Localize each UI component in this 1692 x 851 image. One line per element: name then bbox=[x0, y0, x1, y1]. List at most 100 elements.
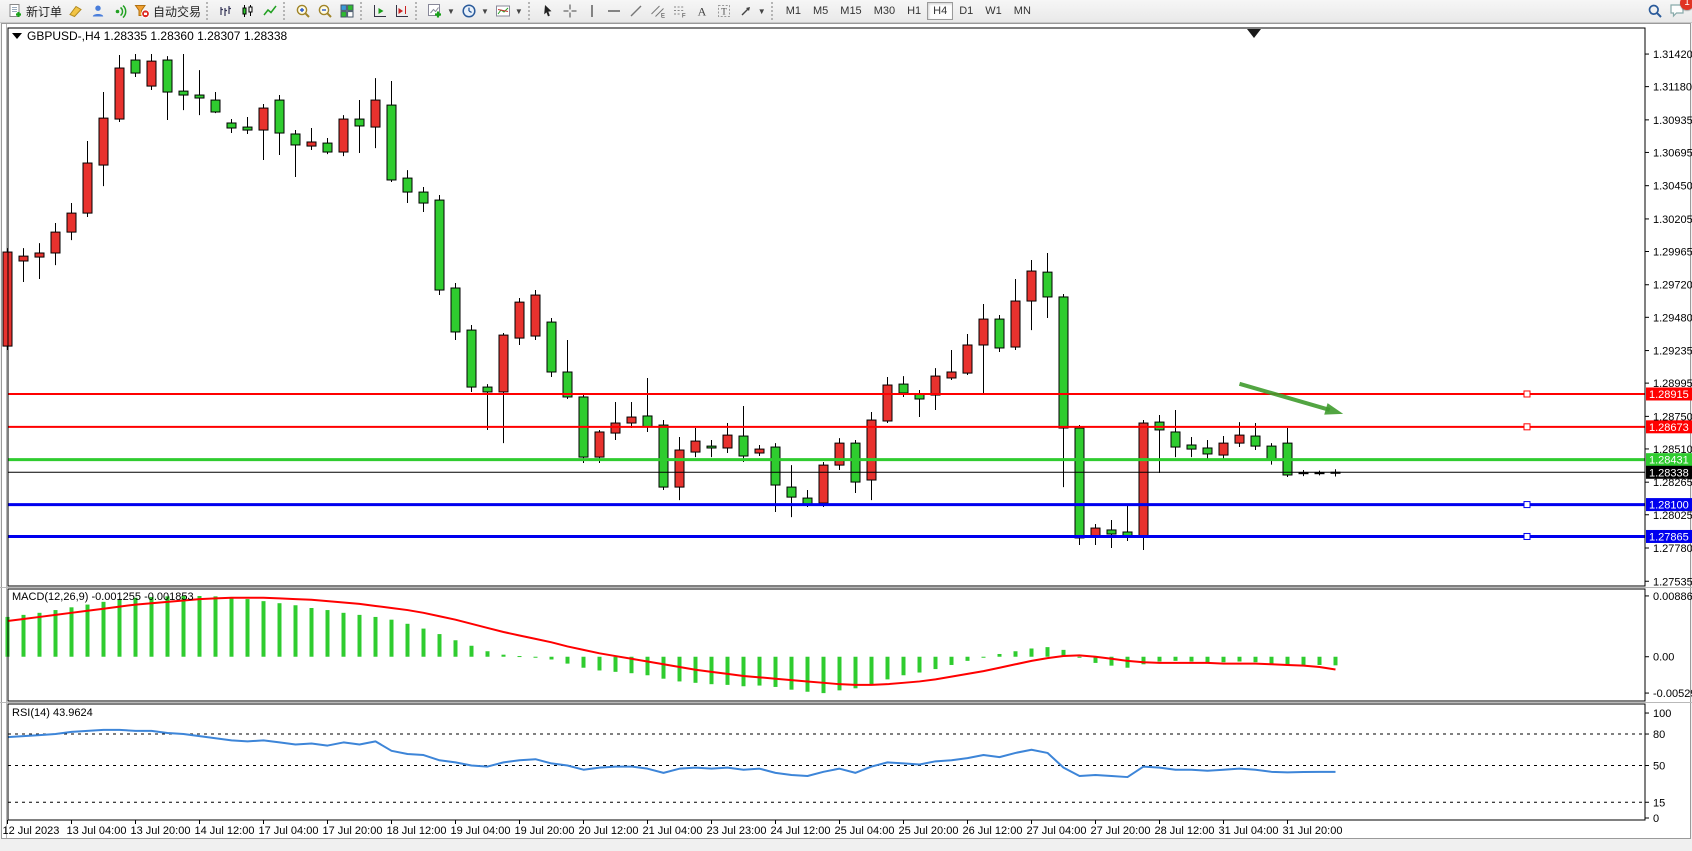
time-axis-label: 17 Jul 04:00 bbox=[259, 825, 319, 837]
bar-chart-button[interactable] bbox=[215, 1, 237, 21]
macd-histogram-bar bbox=[341, 612, 346, 657]
trend-arrow-head[interactable] bbox=[1324, 403, 1344, 415]
macd-histogram-bar bbox=[1013, 651, 1018, 657]
macd-histogram-bar bbox=[181, 595, 186, 657]
macd-histogram-bar bbox=[69, 607, 74, 657]
candle-body-bear bbox=[354, 118, 365, 127]
candle-body-bull bbox=[514, 301, 525, 339]
line-chart-button[interactable] bbox=[259, 1, 281, 21]
macd-histogram-bar bbox=[933, 656, 938, 670]
text-icon: A bbox=[694, 3, 710, 19]
price-badge-label: 1.28100 bbox=[1649, 500, 1689, 512]
line-drag-handle[interactable] bbox=[1523, 423, 1531, 431]
shapes-button[interactable]: ▼ bbox=[735, 1, 769, 21]
label-button[interactable]: T bbox=[713, 1, 735, 21]
candle-body-bear bbox=[1186, 444, 1197, 450]
rsi-indicator-label: RSI(14) 43.9624 bbox=[12, 707, 93, 719]
metaeditor-button[interactable] bbox=[65, 1, 87, 21]
time-axis-label: 12 Jul 2023 bbox=[3, 825, 60, 837]
macd-histogram-bar bbox=[101, 601, 106, 657]
cursor-button[interactable] bbox=[537, 1, 559, 21]
signals-button[interactable] bbox=[109, 1, 131, 21]
rsi-tick-label: 80 bbox=[1653, 729, 1665, 741]
macd-histogram-bar bbox=[1157, 656, 1162, 662]
macd-histogram-bar bbox=[325, 610, 330, 657]
line-drag-handle[interactable] bbox=[1523, 390, 1531, 398]
macd-histogram-bar bbox=[421, 628, 426, 657]
crosshair-button[interactable] bbox=[559, 1, 581, 21]
timeframe-button-d1[interactable]: D1 bbox=[953, 2, 979, 20]
timeframe-button-mn[interactable]: MN bbox=[1008, 2, 1037, 20]
timeframe-button-w1[interactable]: W1 bbox=[979, 2, 1008, 20]
macd-histogram-bar bbox=[357, 614, 362, 657]
new-order-button[interactable]: 新订单 bbox=[4, 1, 65, 21]
candle-body-bear bbox=[642, 415, 653, 428]
svg-text:T: T bbox=[721, 7, 727, 17]
templates-button[interactable]: ▼ bbox=[492, 1, 526, 21]
zoom-out-button[interactable] bbox=[314, 1, 336, 21]
candle-body-bull bbox=[818, 464, 829, 504]
macd-histogram-bar bbox=[1061, 649, 1066, 657]
macd-histogram-bar bbox=[485, 651, 490, 657]
autotrading-button[interactable]: 自动交易 bbox=[131, 1, 204, 21]
search-button[interactable] bbox=[1644, 1, 1666, 21]
notification-badge[interactable]: 1 bbox=[1680, 0, 1692, 10]
vertical-line-button[interactable] bbox=[581, 1, 603, 21]
time-axis-label: 14 Jul 12:00 bbox=[195, 825, 255, 837]
indicators-button[interactable]: ▼ bbox=[424, 1, 458, 21]
trendline-button[interactable] bbox=[625, 1, 647, 21]
candle-body-bull bbox=[1026, 270, 1037, 302]
time-axis-label: 19 Jul 04:00 bbox=[451, 825, 511, 837]
price-tick-label: 1.27780 bbox=[1653, 543, 1692, 555]
periods-button[interactable]: ▼ bbox=[458, 1, 492, 21]
rsi-tick-label: 50 bbox=[1653, 761, 1665, 773]
tile-windows-button[interactable] bbox=[336, 1, 358, 21]
candlestick-chart-icon bbox=[240, 3, 256, 19]
candle-body-bear bbox=[1106, 529, 1117, 535]
line-drag-handle[interactable] bbox=[1523, 501, 1531, 509]
macd-histogram-bar bbox=[949, 656, 954, 665]
macd-histogram-bar bbox=[149, 597, 154, 657]
timeframe-button-m1[interactable]: M1 bbox=[780, 2, 807, 20]
search-icon bbox=[1647, 3, 1663, 19]
trend-arrow-line[interactable] bbox=[1238, 381, 1331, 412]
timeframe-button-m30[interactable]: M30 bbox=[868, 2, 901, 20]
candle-body-bear bbox=[466, 329, 477, 388]
symbol-dropdown-icon[interactable] bbox=[12, 33, 22, 39]
chart-shift-button[interactable] bbox=[391, 1, 413, 21]
time-axis-label: 27 Jul 04:00 bbox=[1027, 825, 1087, 837]
macd-histogram-bar bbox=[389, 619, 394, 657]
channel-button[interactable]: E bbox=[647, 1, 669, 21]
candle-body-bear bbox=[274, 99, 285, 134]
candle-body-bull bbox=[146, 60, 157, 87]
line-drag-handle[interactable] bbox=[1523, 532, 1531, 540]
timeframe-button-h4[interactable]: H4 bbox=[927, 2, 954, 20]
profiles-button[interactable] bbox=[87, 1, 109, 21]
macd-histogram-bar bbox=[1189, 656, 1194, 662]
candle-body-bull bbox=[674, 449, 685, 488]
candle-body-bear bbox=[194, 94, 205, 99]
fibonacci-button[interactable]: F bbox=[669, 1, 691, 21]
timeframe-button-m15[interactable]: M15 bbox=[834, 2, 867, 20]
candlestick-chart-button[interactable] bbox=[237, 1, 259, 21]
auto-scroll-button[interactable] bbox=[369, 1, 391, 21]
candle-body-bear bbox=[1266, 445, 1277, 461]
toolbar-separator bbox=[527, 2, 535, 20]
candle-body-bear bbox=[994, 318, 1005, 349]
candle-body-bull bbox=[722, 434, 733, 449]
chart-shift-marker[interactable] bbox=[1247, 29, 1261, 38]
timeframe-button-m5[interactable]: M5 bbox=[807, 2, 834, 20]
macd-histogram-bar bbox=[613, 656, 618, 672]
zoom-in-button[interactable] bbox=[292, 1, 314, 21]
price-tick-label: 1.31420 bbox=[1653, 49, 1692, 61]
timeframe-toolbar: M1 M5 M15 M30 H1 H4 D1 W1 MN bbox=[780, 0, 1037, 22]
candle-body-bull bbox=[962, 344, 973, 374]
horizontal-line-button[interactable] bbox=[603, 1, 625, 21]
macd-histogram-bar bbox=[517, 656, 522, 658]
text-button[interactable]: A bbox=[691, 1, 713, 21]
price-tick-label: 1.29480 bbox=[1653, 312, 1692, 324]
macd-histogram-bar bbox=[997, 653, 1002, 657]
timeframe-button-h1[interactable]: H1 bbox=[901, 2, 927, 20]
